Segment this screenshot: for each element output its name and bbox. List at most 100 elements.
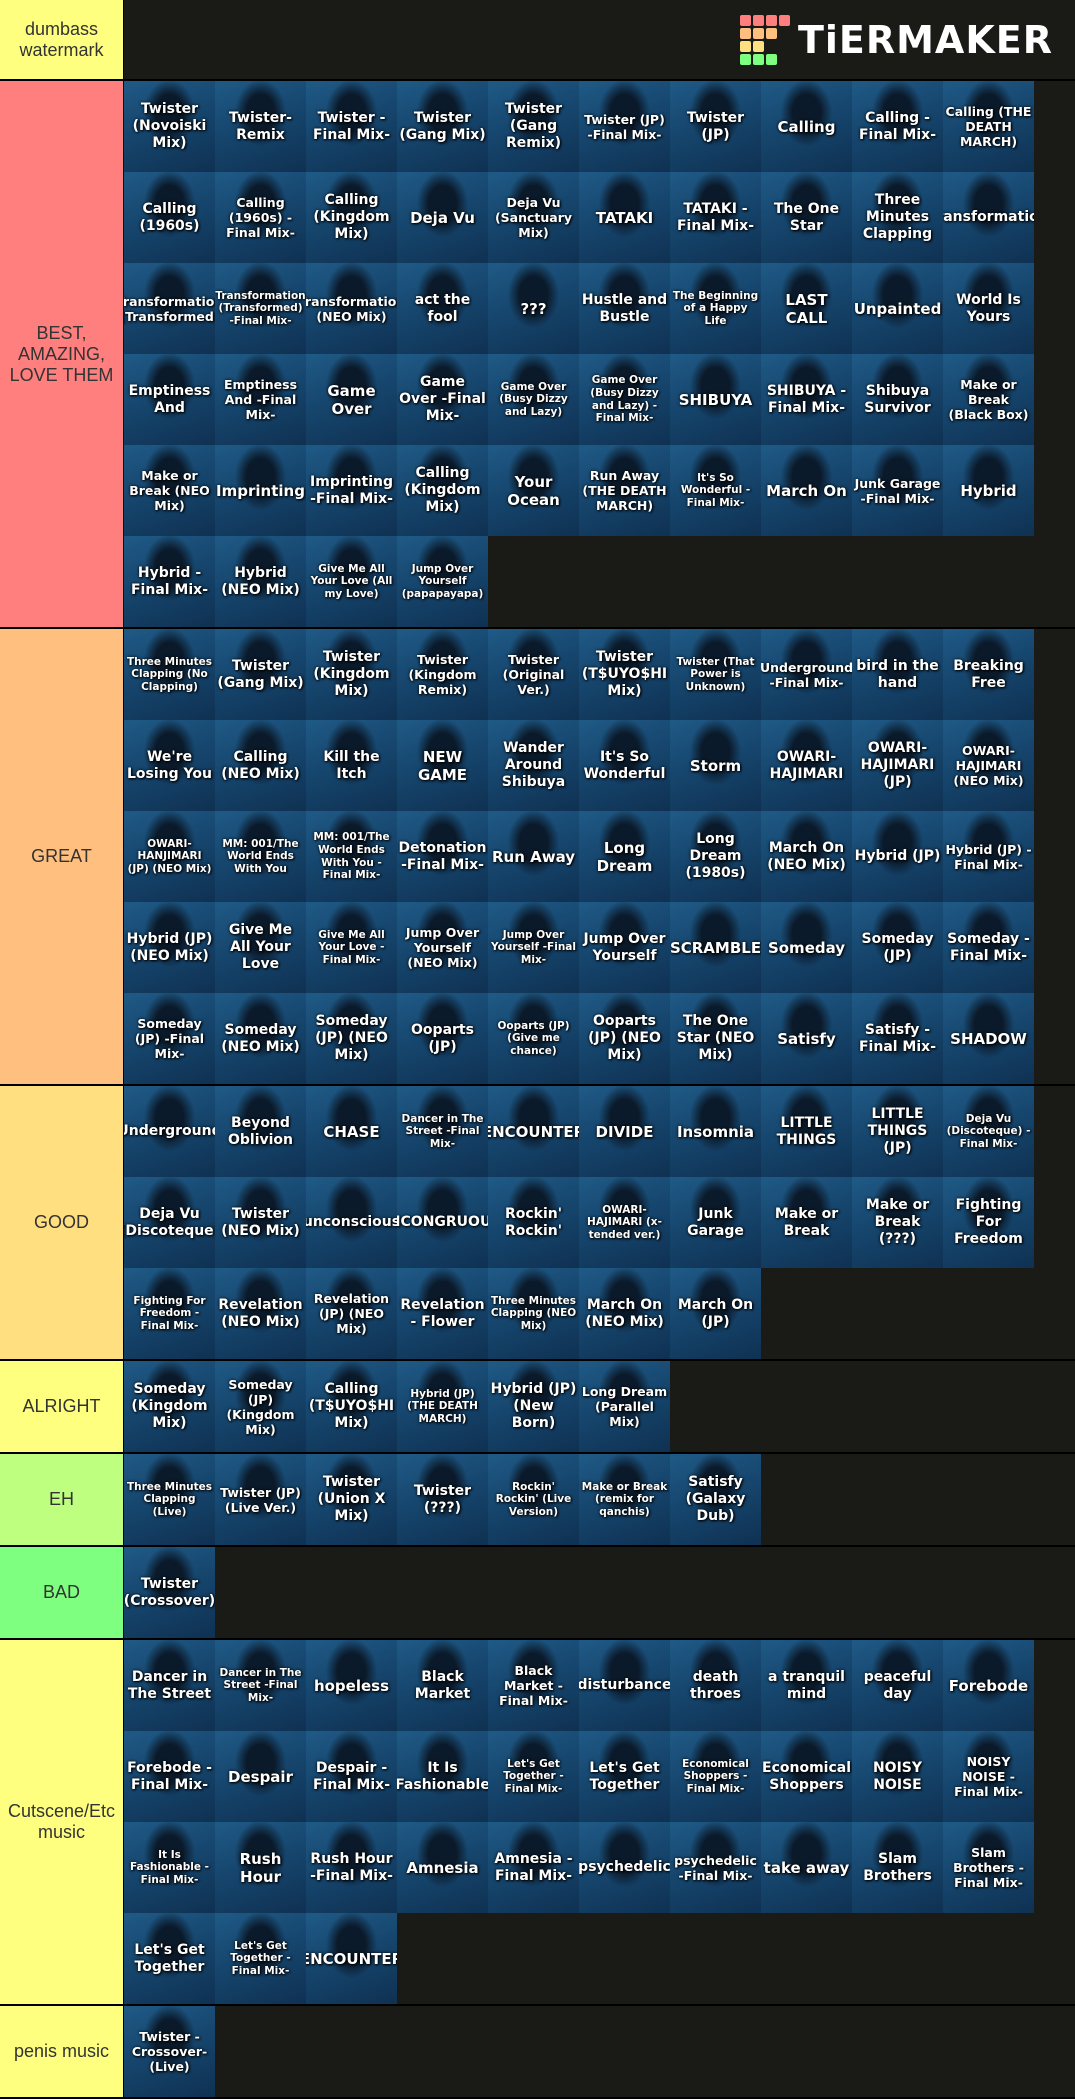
song-tile: Satisfy (Galaxy Dub) [670, 1454, 761, 1545]
song-tile: Your Ocean [488, 445, 579, 536]
song-tile: Satisfy [761, 993, 852, 1084]
tier-label: BEST, AMAZING, LOVE THEM [0, 81, 124, 627]
song-tile: Hybrid (NEO Mix) [215, 536, 306, 627]
song-tile: psychedelic [579, 1822, 670, 1913]
song-tile: Revelation (NEO Mix) [215, 1268, 306, 1359]
song-tile: OWARI-HAJIMARI (x-tended ver.) [579, 1177, 670, 1268]
song-tile: OWARI-HAJIMARI (NEO Mix) [943, 720, 1034, 811]
song-tile: a tranquil mind [761, 1640, 852, 1731]
song-tile: It's So Wonderful -Final Mix- [670, 445, 761, 536]
song-tile: Someday (JP) (NEO Mix) [306, 993, 397, 1084]
song-tile: It's So Wonderful [579, 720, 670, 811]
song-tile: Insomnia [670, 1086, 761, 1177]
song-tile: Twister (Union X Mix) [306, 1454, 397, 1545]
song-tile: Jump Over Yourself [579, 902, 670, 993]
song-tile: TATAKI -Final Mix- [670, 172, 761, 263]
song-tile: psychedelic -Final Mix- [670, 1822, 761, 1913]
song-tile: Three Minutes Clapping (No Clapping) [124, 629, 215, 720]
song-tile: Calling (1960s) -Final Mix- [215, 172, 306, 263]
tier-items: Dancer in The Street Dancer in The Street… [124, 1640, 1034, 2004]
song-tile: Despair -Final Mix- [306, 1731, 397, 1822]
song-tile: Twister (JP) [670, 81, 761, 172]
song-tile: Rush Hour -Final Mix- [306, 1822, 397, 1913]
song-tile: World Is Yours [943, 263, 1034, 354]
song-tile: Hybrid [943, 445, 1034, 536]
song-tile: Calling (THE DEATH MARCH) [943, 81, 1034, 172]
song-tile: Hybrid -Final Mix- [124, 536, 215, 627]
tier-items: Someday (Kingdom Mix) Someday (JP) (Kingd… [124, 1361, 1034, 1452]
song-tile: Fighting For Freedom -Final Mix- [124, 1268, 215, 1359]
song-tile: SHIBUYA -Final Mix- [761, 354, 852, 445]
header-label: dumbass watermark [0, 0, 124, 79]
logo-text: TiERMAKER [797, 17, 1053, 62]
song-tile: Hybrid (JP) (THE DEATH MARCH) [397, 1361, 488, 1452]
song-tile: Black Market -Final Mix- [488, 1640, 579, 1731]
song-tile: hopeless [306, 1640, 397, 1731]
song-tile: Deja Vu (Discoteque) [124, 1177, 215, 1268]
song-tile: ENCOUNTER [306, 1913, 397, 2004]
tier-label: ALRIGHT [0, 1361, 124, 1452]
song-tile: Someday (JP) (Kingdom Mix) [215, 1361, 306, 1452]
song-tile: Calling (T$UYO$HI Mix) [306, 1361, 397, 1452]
tier-label: penis music [0, 2006, 124, 2097]
song-tile: Ooparts (JP) (NEO Mix) [579, 993, 670, 1084]
song-tile: Transformation (Transformed) -Final Mix- [215, 263, 306, 354]
song-tile: Twister (JP) (Live Ver.) [215, 1454, 306, 1545]
song-tile: Underground [124, 1086, 215, 1177]
song-tile: Deja Vu [397, 172, 488, 263]
song-tile: disturbance [579, 1640, 670, 1731]
tier-label: EH [0, 1454, 124, 1545]
song-tile: Run Away (THE DEATH MARCH) [579, 445, 670, 536]
song-tile: Game Over [306, 354, 397, 445]
song-tile: Calling -Final Mix- [852, 81, 943, 172]
tier-items: Twister (Crossover) [124, 1547, 1034, 1638]
tier-items: Three Minutes Clapping (No Clapping) Twis… [124, 629, 1034, 1084]
tier-items: Twister -Crossover- (Live) [124, 2006, 1034, 2097]
song-tile: Twister-Remix [215, 81, 306, 172]
tier-row: GREAT Three Minutes Clapping (No Clapping… [0, 629, 1075, 1086]
song-tile: Long Dream (1980s) [670, 811, 761, 902]
song-tile: Three Minutes Clapping [852, 172, 943, 263]
song-tile: Let's Get Together [579, 1731, 670, 1822]
song-tile: Calling (Kingdom Mix) [397, 445, 488, 536]
song-tile: death throes [670, 1640, 761, 1731]
song-tile: Someday (JP) [852, 902, 943, 993]
song-tile: Twister (Gang Mix) [397, 81, 488, 172]
song-tile: Make or Break (NEO Mix) [124, 445, 215, 536]
song-tile: Twister (Gang Mix) [215, 629, 306, 720]
song-tile: Give Me All Your Love (All my Love) [306, 536, 397, 627]
song-tile: Someday (Kingdom Mix) [124, 1361, 215, 1452]
tier-items: Three Minutes Clapping (Live) Twister (JP… [124, 1454, 1034, 1545]
song-tile: Hybrid (JP) (NEO Mix) [124, 902, 215, 993]
song-tile: Emptiness And [124, 354, 215, 445]
song-tile: SCRAMBLE [670, 902, 761, 993]
tier-row: ALRIGHT Someday (Kingdom Mix) Someday (JP)… [0, 1361, 1075, 1454]
song-tile: LAST CALL [761, 263, 852, 354]
song-tile: Someday [761, 902, 852, 993]
song-tile: Run Away [488, 811, 579, 902]
song-tile: Amnesia [397, 1822, 488, 1913]
song-tile: Detonation -Final Mix- [397, 811, 488, 902]
tier-row: Cutscene/Etc music Dancer in The Street Da… [0, 1640, 1075, 2006]
song-tile: Long Dream (Parallel Mix) [579, 1361, 670, 1452]
song-tile: Make or Break (remix for qanchis) [579, 1454, 670, 1545]
song-tile: Slam Brothers [852, 1822, 943, 1913]
logo: TiERMAKER [124, 0, 1075, 79]
song-tile: The Beginning of a Happy Life [670, 263, 761, 354]
song-tile: Economical Shoppers [761, 1731, 852, 1822]
song-tile: Underground -Final Mix- [761, 629, 852, 720]
song-tile: Economical Shoppers -Final Mix- [670, 1731, 761, 1822]
song-tile: Deja Vu (Sanctuary Mix) [488, 172, 579, 263]
song-tile: bird in the hand [852, 629, 943, 720]
song-tile: DIVIDE [579, 1086, 670, 1177]
song-tile: Unpainted [852, 263, 943, 354]
song-tile: Hybrid (JP) -Final Mix- [943, 811, 1034, 902]
song-tile: Imprinting -Final Mix- [306, 445, 397, 536]
header-row: dumbass watermark TiERMAKER [0, 0, 1075, 81]
song-tile: The One Star [761, 172, 852, 263]
tier-row: EH Three Minutes Clapping (Live) Twister (… [0, 1454, 1075, 1547]
song-tile: Twister (JP) -Final Mix- [579, 81, 670, 172]
song-tile: MM: 001/The World Ends With You -Final M… [306, 811, 397, 902]
song-tile: Rush Hour [215, 1822, 306, 1913]
